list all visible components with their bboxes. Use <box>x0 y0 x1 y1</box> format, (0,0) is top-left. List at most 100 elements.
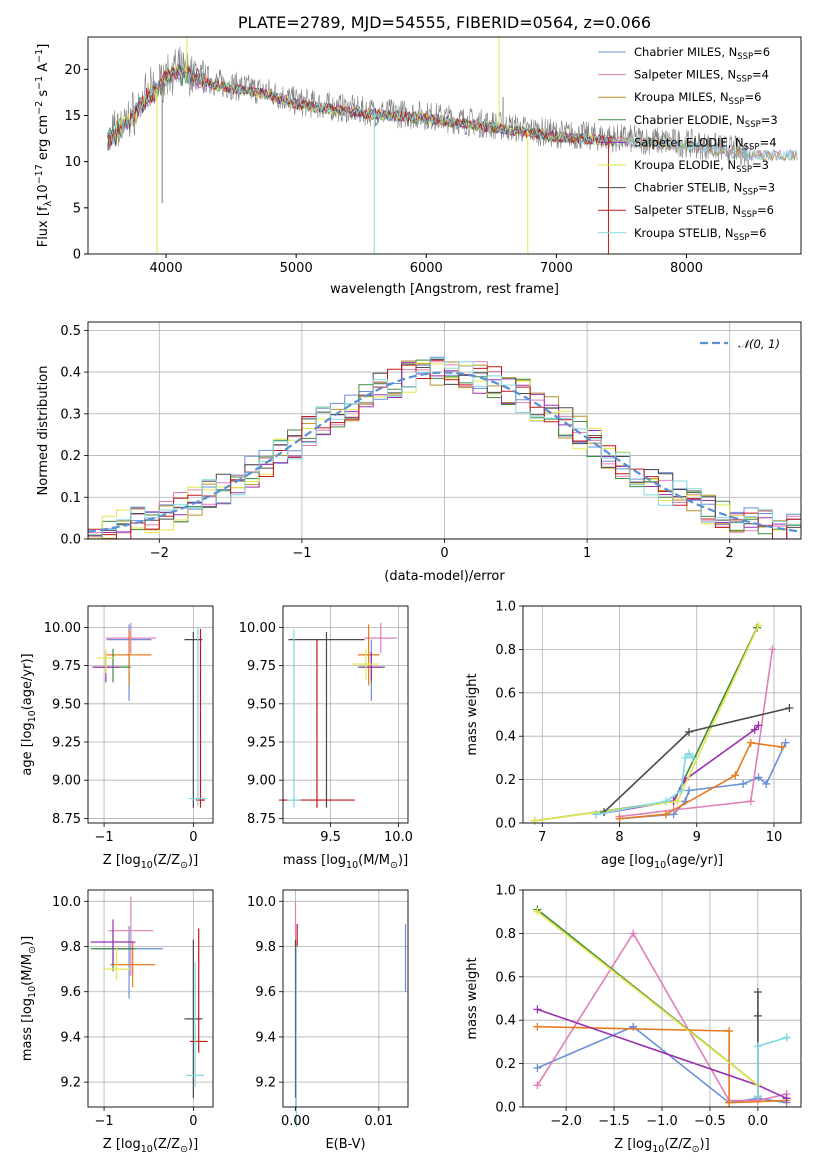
legend-entry: Chabrier MILES, NSSP=6 <box>634 45 770 62</box>
y-tick-label: 9.6 <box>60 985 81 1000</box>
y-tick-label: 10.0 <box>52 895 81 910</box>
x-tick-label: −1 <box>292 546 311 561</box>
x-tick-label: 7 <box>538 830 546 845</box>
y-axis-label: mass weight <box>465 673 480 755</box>
series-lines <box>530 621 794 825</box>
data-point-marker <box>746 738 755 747</box>
error-bars <box>90 896 208 1098</box>
data-point-marker <box>677 786 686 795</box>
x-tick-label: 8 <box>615 830 623 845</box>
axes-frame <box>282 889 409 1108</box>
data-point-marker <box>753 1042 762 1051</box>
data-point-marker <box>533 1022 542 1031</box>
data-point-marker <box>785 703 794 712</box>
data-point-marker <box>533 1063 542 1072</box>
data-point-marker <box>781 738 790 747</box>
x-axis-label: E(B-V) <box>325 1137 365 1152</box>
data-point-marker <box>533 907 542 916</box>
data-point-marker <box>746 797 755 806</box>
x-tick-label: 8000 <box>670 261 703 276</box>
data-point-marker <box>673 797 682 806</box>
data-point-marker <box>753 987 762 996</box>
legend-entry: Kroupa ELODIE, NSSP=3 <box>634 158 769 175</box>
data-point-marker <box>688 753 697 762</box>
y-tick-label: 9.4 <box>60 1030 81 1045</box>
data-point-marker <box>685 727 694 736</box>
chart-title: PLATE=2789, MJD=54555, FIBERID=0564, z=0… <box>238 13 651 32</box>
error-bars <box>92 622 207 808</box>
data-point-marker <box>731 771 740 780</box>
x-tick-label: −2 <box>150 546 169 561</box>
y-tick-label: 9.50 <box>52 697 81 712</box>
y-tick-label: 0.4 <box>495 1014 516 1029</box>
legend-entry: Salpeter MILES, NSSP=4 <box>634 68 769 85</box>
model-spectrum <box>107 65 616 147</box>
data-point-marker <box>739 779 748 788</box>
data-point-marker <box>725 1098 734 1107</box>
data-point-marker <box>661 797 670 806</box>
series-lines <box>533 905 791 1107</box>
legend-entry: 𝒩(0, 1) <box>738 337 780 351</box>
mass-weight-vs-metallicity-panel: −2.0 −1.5 −1.0 −0.5 0.0 0.0 0.2 0.4 0.6 0.8 1.0 Z [… <box>465 884 802 1155</box>
data-point-marker <box>762 779 771 788</box>
age-vs-metallicity-panel: −1 0 8.75 9.00 9.25 9.50 9.75 10.00 Z [log10(Z/Z… <box>20 605 214 871</box>
y-tick-label: 9.75 <box>247 659 276 674</box>
age-vs-mass-panel: 9.5 10.0 8.75 9.00 9.25 9.50 9.75 10.00 mass [lo… <box>239 605 413 871</box>
data-point-marker <box>753 1011 762 1020</box>
observed-spectrum <box>107 46 752 166</box>
x-axis-label: Z [log10(Z/Z⊙)] <box>103 853 198 871</box>
x-tick-label: 4000 <box>150 261 183 276</box>
x-tick-label: 0.01 <box>364 1114 393 1129</box>
mass-weight-line <box>537 1025 787 1104</box>
y-tick-label: 0.6 <box>495 686 516 701</box>
y-tick-label: 9.8 <box>255 940 276 955</box>
y-tick-label: 0.3 <box>60 407 81 422</box>
y-tick-label: 5 <box>73 201 81 216</box>
x-tick-label: 0.00 <box>281 1114 310 1129</box>
y-tick-label: 9.6 <box>255 985 276 1000</box>
mass-vs-extinction-panel: 0.00 0.01 9.2 9.4 9.6 9.8 10.0 E(B-V) <box>247 889 409 1152</box>
mass-vs-metallicity-panel: −1 0 9.2 9.4 9.6 9.8 10.0 Z [log10(Z/Z⊙)] mass [… <box>20 889 214 1155</box>
x-tick-label: 0 <box>189 1114 197 1129</box>
y-tick-label: 10 <box>64 155 81 170</box>
data-point-marker <box>533 1081 542 1090</box>
y-tick-label: 9.4 <box>255 1030 276 1045</box>
y-tick-label: 9.25 <box>247 736 276 751</box>
y-tick-label: 0.2 <box>495 773 516 788</box>
y-tick-label: 1.0 <box>495 600 516 615</box>
y-tick-label: 0.2 <box>60 449 81 464</box>
legend-entry: Chabrier ELODIE, NSSP=3 <box>634 113 778 130</box>
x-tick-label: 0.0 <box>748 1114 769 1129</box>
data-point-marker <box>754 621 763 630</box>
data-point-marker <box>754 721 763 730</box>
y-tick-label: 0.8 <box>495 927 516 942</box>
y-tick-label: 15 <box>64 109 81 124</box>
x-tick-label: −1 <box>94 1114 113 1129</box>
legend-entry: Chabrier STELIB, NSSP=3 <box>634 181 775 198</box>
legend-entry: Kroupa STELIB, NSSP=6 <box>634 226 766 243</box>
x-axis-label: (data-model)/error <box>384 569 505 584</box>
data-point-marker <box>777 743 786 752</box>
x-tick-label: 5000 <box>280 261 313 276</box>
x-tick-label: 9 <box>693 830 701 845</box>
y-tick-label: 0.0 <box>60 533 81 548</box>
mass-weight-line <box>536 911 759 1086</box>
axes-frame <box>282 605 409 824</box>
y-axis-label: mass [log10(M/M⊙)] <box>20 936 38 1061</box>
y-tick-label: 8.75 <box>247 812 276 827</box>
residual-histogram <box>88 357 801 540</box>
data-point-marker <box>592 810 601 819</box>
y-tick-label: 0.4 <box>495 730 516 745</box>
y-tick-label: 0.4 <box>60 366 81 381</box>
x-tick-label: −2.0 <box>550 1114 582 1129</box>
y-tick-label: 9.8 <box>60 940 81 955</box>
y-tick-label: 9.00 <box>247 774 276 789</box>
x-tick-label: −0.5 <box>694 1114 726 1129</box>
data-point-marker <box>768 645 777 654</box>
x-tick-label: 1 <box>583 546 591 561</box>
y-tick-label: 0 <box>73 248 81 263</box>
axes-frame <box>87 889 214 1108</box>
mass-weight-line <box>619 742 787 820</box>
normal-curve <box>87 371 802 533</box>
